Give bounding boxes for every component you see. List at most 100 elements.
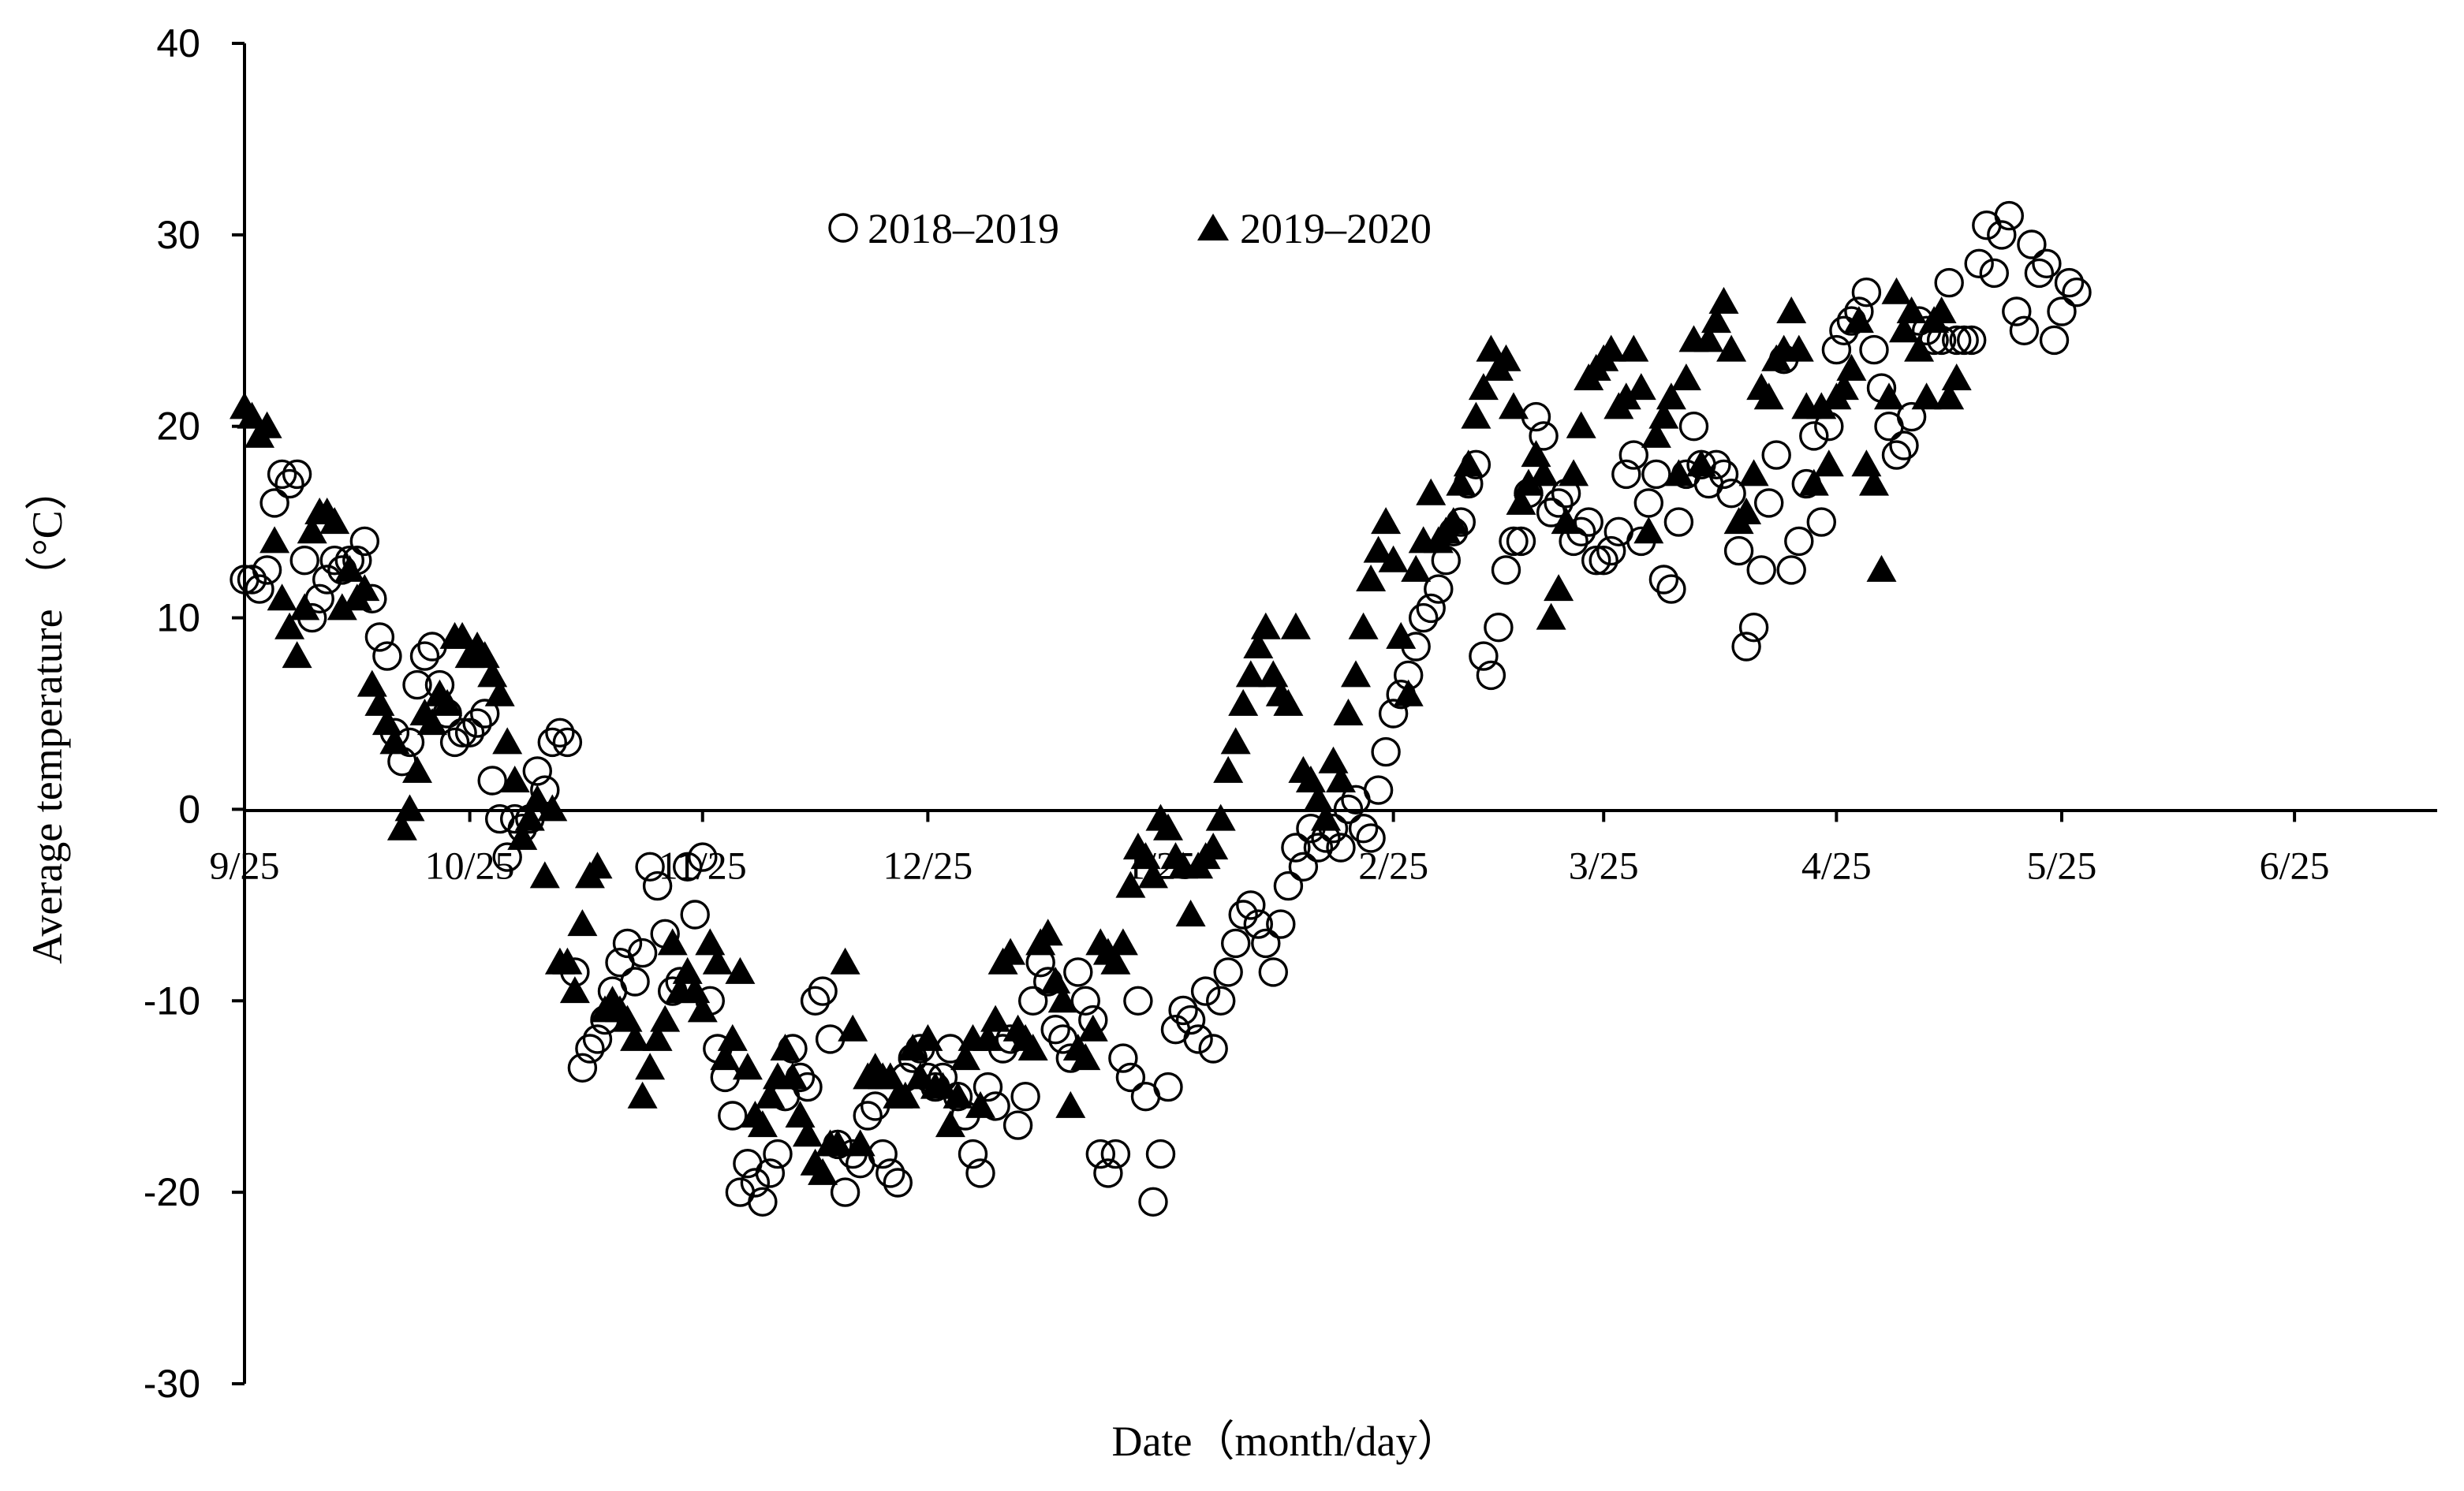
data-point-circle: [1198, 1034, 1228, 1064]
data-point-triangle: [1393, 679, 1424, 706]
data-point-circle: [1205, 986, 1236, 1016]
data-point-circle: [1085, 1139, 1116, 1169]
data-point-triangle: [965, 1090, 995, 1118]
data-point-triangle: [627, 1081, 658, 1109]
data-point-triangle: [319, 507, 350, 535]
data-point-triangle: [710, 1043, 741, 1071]
data-point-circle: [1633, 488, 1664, 518]
data-point-triangle: [1859, 468, 1889, 496]
data-point-triangle: [529, 861, 560, 889]
data-point-circle: [1941, 325, 1972, 356]
data-point-triangle: [1017, 1034, 1048, 1060]
x-axis-ticks: 9/25 10/25 11/25 12/25 1/25 2/25 3/25 4/25 5/25 6…: [210, 809, 2330, 887]
data-point-circle: [612, 928, 643, 959]
data-point-circle: [1506, 526, 1536, 557]
data-point-circle: [718, 1101, 748, 1131]
data-point-triangle: [1701, 306, 1731, 334]
data-point-triangle: [1506, 487, 1536, 515]
data-point-triangle: [1626, 373, 1656, 401]
data-point-triangle: [1055, 1090, 1086, 1118]
data-point-triangle: [1633, 516, 1664, 544]
data-point-circle: [1987, 220, 2017, 250]
data-point-circle: [1994, 200, 2025, 231]
data-point-triangle: [1738, 459, 1769, 486]
data-point-triangle: [943, 1081, 973, 1109]
data-point-triangle: [1273, 688, 1304, 716]
data-point-circle: [1251, 928, 1281, 959]
data-point-triangle: [357, 669, 387, 697]
data-point-circle: [883, 1168, 913, 1198]
data-point-circle: [2002, 296, 2032, 326]
data-point-triangle: [552, 947, 583, 975]
x-tick-label: 6/25: [2260, 843, 2330, 887]
data-point-circle: [1070, 986, 1101, 1016]
data-point-triangle: [1047, 986, 1078, 1013]
data-point-circle: [1716, 479, 1746, 509]
data-point-triangle: [905, 1062, 935, 1090]
data-point-triangle: [1671, 363, 1701, 390]
data-point-triangle: [1235, 660, 1266, 688]
x-tick-label: 9/25: [210, 843, 280, 887]
data-point-triangle: [1889, 315, 1919, 343]
data-point-circle: [1806, 507, 1837, 537]
data-point-triangle: [1776, 296, 1807, 323]
data-point-triangle: [1228, 688, 1259, 716]
data-point-triangle: [1205, 803, 1236, 831]
data-point-circle: [1288, 852, 1319, 882]
data-point-circle: [1746, 555, 1776, 585]
data-point-circle: [973, 1072, 1003, 1102]
x-tick-label: 1/25: [1126, 843, 1196, 887]
data-point-circle: [1175, 1005, 1206, 1035]
data-point-circle: [642, 870, 673, 901]
data-point-circle: [755, 1158, 786, 1188]
data-point-triangle: [793, 1120, 823, 1147]
data-point-circle: [2039, 325, 2070, 356]
data-point-circle: [237, 565, 267, 595]
data-point-circle: [252, 555, 282, 585]
data-point-triangle: [1843, 306, 1874, 334]
data-point-circle: [1491, 555, 1521, 585]
data-point-triangle: [432, 688, 463, 716]
data-point-circle: [1589, 546, 1618, 576]
data-point-triangle: [1934, 382, 1965, 410]
data-point-circle: [1017, 986, 1048, 1016]
data-point-triangle: [282, 641, 312, 669]
data-point-circle: [1641, 459, 1671, 490]
data-point-circle: [688, 842, 718, 872]
data-point-triangle: [1491, 344, 1521, 371]
data-point-triangle: [755, 1081, 786, 1109]
data-point-triangle: [980, 1005, 1011, 1032]
data-point-circle: [372, 641, 402, 671]
data-point-triangle: [297, 516, 327, 544]
data-point-triangle: [1708, 286, 1739, 314]
data-point-triangle: [492, 727, 523, 755]
data-point-circle: [1618, 440, 1649, 470]
data-point-triangle: [1693, 325, 1724, 352]
data-point-triangle: [1521, 440, 1551, 468]
data-point-triangle: [1153, 813, 1183, 841]
data-point-circle: [274, 468, 304, 499]
data-point-circle: [1596, 535, 1626, 566]
data-point-circle: [1964, 248, 1994, 278]
data-point-circle: [1476, 660, 1506, 691]
legend-marker-open-circle: [828, 213, 858, 243]
data-point-circle: [1896, 401, 1927, 432]
data-point-circle: [1544, 488, 1574, 518]
x-tick-label: 2/25: [1358, 843, 1428, 887]
data-point-circle: [1002, 1110, 1033, 1140]
data-point-circle: [1258, 957, 1289, 987]
data-point-circle: [965, 1158, 995, 1188]
data-point-triangle: [1077, 1014, 1108, 1042]
data-point-triangle: [386, 813, 417, 841]
data-point-triangle: [1926, 296, 1957, 323]
data-point-triangle: [349, 574, 380, 602]
data-point-triangle: [1783, 334, 1814, 362]
data-point-triangle: [1220, 727, 1251, 755]
data-point-circle: [402, 669, 432, 700]
points-layer: [230, 200, 2092, 1217]
data-point-circle: [748, 1187, 778, 1217]
data-point-triangle: [1243, 632, 1274, 658]
y-tick-label: 30: [156, 213, 200, 257]
data-point-triangle: [830, 947, 861, 975]
